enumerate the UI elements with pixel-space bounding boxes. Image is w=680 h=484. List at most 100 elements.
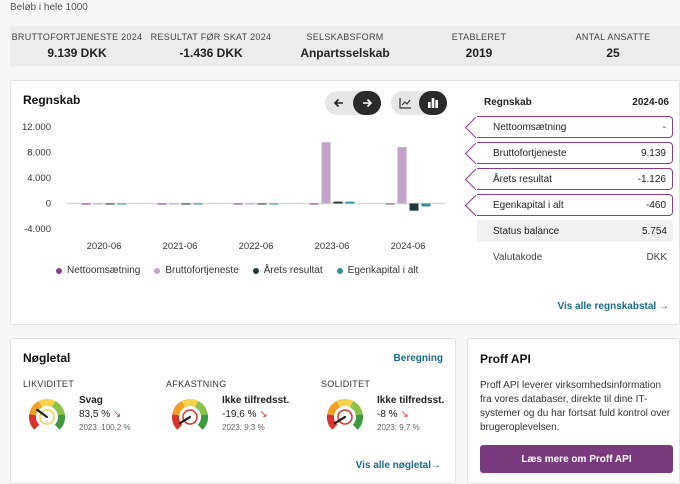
regnskab-table: Regnskab 2024-06 Nettoomsætning - Bruttof… <box>468 89 673 272</box>
bar-chart-button[interactable] <box>419 91 447 115</box>
beregning-link[interactable]: Beregning <box>393 353 443 364</box>
x-tick-label: 2023-06 <box>315 241 350 252</box>
chart-legend: Nettoomsætning Bruttofortjeneste Årets r… <box>56 265 418 276</box>
gauge-segment <box>327 414 338 430</box>
api-card: Proff API Proff API leverer virksomhedsi… <box>467 338 680 484</box>
gauge-segment <box>349 400 363 416</box>
gauge-segment <box>29 414 40 430</box>
bar <box>157 203 167 205</box>
x-tick-label: 2020-06 <box>87 241 122 252</box>
regnskab-bar-chart: 12.000 8.000 4.000 0 -4.000 2020-06 2021-06 202… <box>22 122 446 252</box>
stat-company-form: SELSKABSFORM Anpartsselskab <box>278 26 412 66</box>
table-header: Regnskab 2024-06 <box>468 89 673 116</box>
gauge-segment <box>172 414 183 430</box>
bar <box>181 203 191 205</box>
legend-swatch <box>154 267 161 274</box>
gauge-return: AFKASTNING Ikke tilfredsst. -19,6 % ↘ 20… <box>166 379 289 435</box>
bar <box>169 203 179 205</box>
stat-label: RESULTAT FØR SKAT 2024 <box>150 32 272 42</box>
stat-result-before-tax: RESULTAT FØR SKAT 2024 -1.436 DKK <box>144 26 278 66</box>
trend-down-icon: ↘ <box>259 409 268 420</box>
gauge-status: Svag <box>79 395 103 406</box>
stat-value: Anpartsselskab <box>300 46 390 60</box>
all-key-figures-link[interactable]: Vis alle nøgletal→ <box>355 460 441 471</box>
gauge-segment <box>197 414 208 430</box>
legend-swatch <box>56 267 62 274</box>
bar <box>233 203 243 205</box>
bar <box>409 203 419 211</box>
all-accounts-link[interactable]: Vis alle regnskabstal → <box>557 301 669 312</box>
x-tick-label: 2024-06 <box>391 241 426 252</box>
y-tick-label: 4.000 <box>27 173 51 184</box>
row-label: Årets resultat <box>493 173 552 185</box>
stat-value: -1.436 DKK <box>179 46 243 60</box>
gauge-segment <box>181 399 199 408</box>
bar-chart-icon <box>428 98 438 108</box>
period-nav-toggle <box>325 91 381 115</box>
table-row[interactable]: Årets resultat -1.126 <box>477 168 673 190</box>
table-row[interactable]: Egenkapital i alt -460 <box>477 194 673 216</box>
gauge-row: Svag 83,5 % ↘ 2023: 100,2 % <box>23 395 131 435</box>
stat-label: ANTAL ANSATTE <box>575 32 651 42</box>
gauge-segment <box>327 400 341 416</box>
stat-label: SELSKABSFORM <box>306 32 384 42</box>
gauge-segment <box>336 399 354 408</box>
gauge-label: LIKVIDITET <box>23 379 75 389</box>
row-value: 9.139 <box>640 147 666 159</box>
arrow-left-icon <box>333 98 343 108</box>
row-value: - <box>662 121 666 133</box>
legend-item: Bruttofortjeneste <box>154 265 239 276</box>
gauge-solidity: SOLIDITET Ikke tilfredsst. -8 % ↘ 2023: … <box>321 379 444 435</box>
row-label: Status balance <box>493 225 560 237</box>
y-tick-label: 12.000 <box>22 122 51 133</box>
arrow-right-icon <box>363 98 373 108</box>
legend-label: Nettoomsætning <box>67 265 141 276</box>
bar <box>93 203 103 205</box>
table-row[interactable]: Nettoomsætning - <box>477 116 673 138</box>
bar <box>345 201 355 204</box>
legend-label: Bruttofortjeneste <box>165 265 239 276</box>
gauge-segment <box>51 400 65 416</box>
bar <box>245 203 255 205</box>
table-row[interactable]: Bruttofortjeneste 9.139 <box>477 142 673 164</box>
bar <box>333 201 343 204</box>
gauge-segment <box>352 414 363 430</box>
gauge-needle <box>333 415 347 425</box>
legend-label: Årets resultat <box>263 265 323 276</box>
bar <box>269 203 279 205</box>
api-read-more-button[interactable]: Læs mere om Proff API <box>480 445 673 473</box>
bar <box>81 203 91 205</box>
legend-item: Årets resultat <box>252 265 323 276</box>
gauge-status: Ikke tilfredsst. <box>377 395 445 406</box>
gauge-label: SOLIDITET <box>321 379 371 389</box>
gauge-status: Ikke tilfredsst. <box>222 395 290 406</box>
gauge-segment <box>54 414 65 430</box>
noegletal-title: Nøgletal <box>23 351 71 365</box>
legend-label: Egenkapital i alt <box>347 265 419 276</box>
prev-period-button[interactable] <box>325 91 353 115</box>
row-value: -1.126 <box>637 173 666 185</box>
stat-established: ETABLERET 2019 <box>412 26 546 66</box>
api-title: Proff API <box>480 352 531 366</box>
amount-unit-caption: Beløb i hele 1000 <box>10 2 88 13</box>
gauge-value: -19,6 % <box>222 409 257 420</box>
noegletal-card: Nøgletal Beregning LIKVIDITET Svag 83,5 … <box>10 338 456 484</box>
gauge-value-line: 83,5 % ↘ <box>79 409 131 420</box>
bar <box>397 147 407 204</box>
next-period-button[interactable] <box>353 91 381 115</box>
gauge-prev: 2023: 100,2 % <box>79 423 131 432</box>
x-tick-label: 2021-06 <box>163 241 198 252</box>
bar <box>385 203 395 205</box>
bar <box>193 203 203 205</box>
stat-label: ETABLERET <box>451 32 507 42</box>
row-value: 5.754 <box>641 225 667 237</box>
gauge-segment <box>172 400 186 416</box>
bar <box>321 142 331 204</box>
gauge-segment <box>194 400 208 416</box>
stat-value: 9.139 DKK <box>47 46 107 60</box>
api-description: Proff API leverer virksomhedsinformation… <box>480 380 671 433</box>
line-chart-button[interactable] <box>391 91 419 115</box>
row-label: Egenkapital i alt <box>493 199 564 211</box>
legend-item: Egenkapital i alt <box>336 265 419 276</box>
gauge-value: 83,5 % <box>79 409 111 420</box>
